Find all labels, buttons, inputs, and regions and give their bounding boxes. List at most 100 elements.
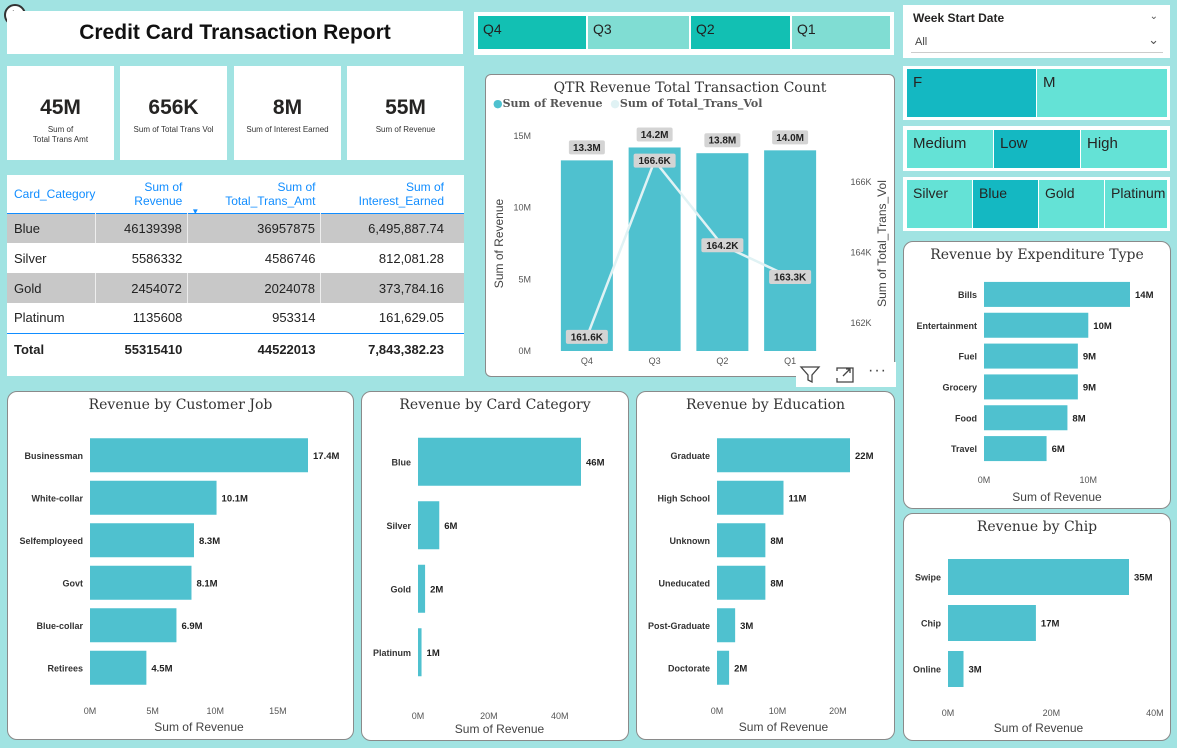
x-tick-label: 20M — [829, 706, 847, 716]
data-label-bg — [1079, 378, 1098, 395]
legend-label: Sum of Total_Trans_Vol — [619, 97, 763, 110]
table-row[interactable]: Platinum 1135608 953314 161,629.05 — [7, 303, 464, 333]
y2-tick-label: 162K — [850, 318, 871, 328]
data-label-bg — [965, 661, 984, 677]
x-tick-label: 40M — [551, 711, 569, 721]
column-header[interactable]: Sum of Interest_Earned — [358, 179, 444, 208]
column-header[interactable]: Card_Category — [14, 186, 96, 201]
data-label: 10.1M — [222, 493, 248, 504]
data-label-bg — [218, 489, 255, 506]
y-tick-label: 15M — [513, 131, 531, 141]
data-label: 17.4M — [313, 451, 339, 462]
table-cell: 812,081.28 — [378, 250, 444, 266]
bar — [717, 523, 766, 558]
category-label: Businessman — [24, 451, 83, 461]
x-axis-label: Sum of Revenue — [455, 722, 545, 736]
data-label-bg — [701, 238, 744, 253]
income-button-medium[interactable]: Medium — [907, 130, 993, 168]
column-header[interactable]: Sum of Total_Trans_Amt ▼ — [191, 179, 316, 216]
bar — [90, 608, 177, 643]
table-cell: 6,495,887.74 — [368, 220, 444, 236]
kpi-label: Sum of Total Trans Vol — [133, 125, 214, 134]
data-label: 13.3M — [573, 143, 601, 154]
data-label-bg — [737, 617, 756, 634]
kpi-value: 45M — [40, 96, 81, 119]
table-row[interactable]: Gold 2454072 2024078 373,784.16 — [7, 273, 464, 303]
focus-mode-icon[interactable] — [834, 365, 856, 385]
table-cell: Total — [14, 341, 45, 357]
x-tick-label: 20M — [1043, 708, 1061, 718]
table-cell: Blue — [7, 213, 96, 243]
data-label-bg — [731, 659, 750, 676]
chart-title: Revenue by Card Category — [399, 397, 591, 413]
more-options-icon[interactable]: ··· — [868, 362, 887, 379]
bar — [764, 150, 817, 351]
category-label: High School — [658, 493, 711, 503]
bar — [717, 480, 784, 515]
card-button-gold[interactable]: Gold — [1039, 180, 1104, 228]
table-cell: 2024078 — [187, 273, 321, 303]
chevron-down-icon: ⌄ — [1148, 32, 1159, 47]
data-label: 9M — [1083, 382, 1096, 393]
column-header[interactable]: Sum of Revenue — [134, 179, 183, 208]
category-label: Selfemployeed — [19, 536, 83, 546]
quarter-button-q3[interactable]: Q3 — [588, 16, 689, 49]
x-tick-label: Q2 — [716, 356, 728, 366]
bar — [418, 628, 422, 677]
income-button-high[interactable]: High — [1081, 130, 1167, 168]
bar — [90, 565, 192, 600]
quarter-button-q4[interactable]: Q4 — [478, 16, 586, 49]
x-tick-label: Q4 — [581, 356, 593, 366]
data-label-bg — [769, 269, 812, 284]
card-button-silver[interactable]: Silver — [907, 180, 972, 228]
data-label-bg — [423, 644, 442, 661]
category-label: Fuel — [958, 352, 977, 362]
y-tick-label: 10M — [513, 203, 531, 213]
data-label-bg — [565, 329, 608, 344]
x-tick-label: 10M — [769, 706, 787, 716]
category-label: White-collar — [31, 493, 83, 503]
table-row[interactable]: Silver 5586332 4586746 812,081.28 — [7, 243, 464, 273]
week-start-dropdown[interactable]: All ⌄ — [911, 32, 1163, 53]
x-tick-label: 5M — [146, 706, 159, 716]
card-button-blue[interactable]: Blue — [973, 180, 1038, 228]
category-label: Govt — [62, 578, 83, 588]
bar — [984, 405, 1068, 431]
data-label: 8M — [770, 536, 783, 547]
table-row[interactable]: Blue 46139398 36957875 6,495,887.74 — [7, 213, 464, 243]
data-label: 8M — [1072, 413, 1085, 424]
expenditure-chart-card: Revenue by Expenditure Type Bills 14M Ente… — [903, 241, 1171, 509]
table-cell: 44522013 — [257, 341, 316, 357]
quarter-button-q2[interactable]: Q2 — [691, 16, 790, 49]
table-total-row: Total 55315410 44522013 7,843,382.23 — [7, 333, 464, 365]
chevron-up-icon[interactable]: ⌄ — [1149, 11, 1158, 22]
x-tick-label: 40M — [1146, 708, 1164, 718]
gender-button-m[interactable]: M — [1037, 69, 1167, 117]
data-label: 164.2K — [706, 241, 739, 252]
x-tick-label: 0M — [84, 706, 97, 716]
data-label: 8.3M — [199, 536, 220, 547]
data-label-bg — [767, 532, 786, 549]
x-axis-label: Sum of Revenue — [739, 720, 829, 734]
data-label: 3M — [740, 621, 753, 632]
quarter-button-q1[interactable]: Q1 — [792, 16, 890, 49]
expenditure-chart-svg: Bills 14M Entertainment 10M Fuel 9M Grocery 9M F… — [916, 281, 1156, 504]
category-label: Gold — [391, 584, 412, 594]
bar — [418, 564, 426, 613]
data-label-bg — [1090, 317, 1115, 334]
data-label-bg — [767, 574, 786, 591]
income-button-low[interactable]: Low — [994, 130, 1080, 168]
category-label: Platinum — [373, 648, 411, 658]
bar — [948, 651, 964, 687]
x-tick-label: 0M — [942, 708, 955, 718]
category-label: Blue — [391, 457, 411, 467]
data-label-bg — [1079, 348, 1098, 365]
filter-icon[interactable] — [799, 365, 821, 385]
data-label-bg — [568, 140, 605, 155]
data-label-bg — [193, 574, 224, 591]
data-label: 6.9M — [181, 621, 202, 632]
gender-button-f[interactable]: F — [907, 69, 1036, 117]
kpi-value: 656K — [148, 96, 199, 119]
kpi-label: Sum of Interest Earned — [246, 125, 329, 134]
card-button-platinum[interactable]: Platinum — [1105, 180, 1167, 228]
